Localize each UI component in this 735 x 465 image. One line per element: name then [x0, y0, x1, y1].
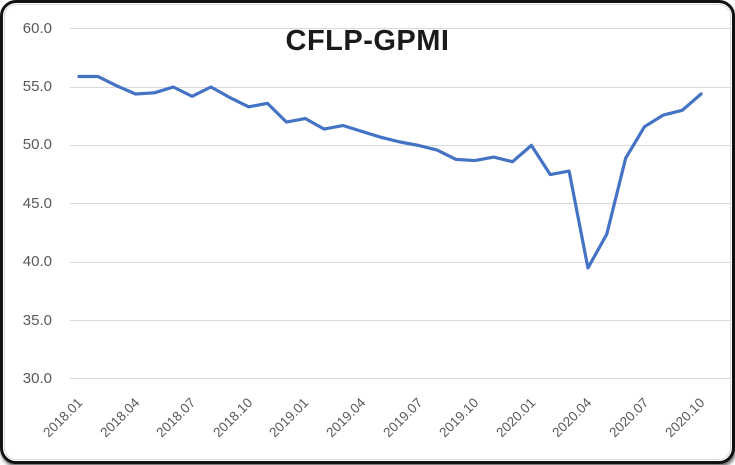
- h-gridline: [70, 28, 731, 30]
- h-gridline: [70, 320, 731, 322]
- h-gridline: [70, 86, 731, 88]
- h-gridline: [70, 261, 731, 263]
- y-tick-label: 60.0: [22, 19, 52, 37]
- h-gridline: [70, 144, 731, 146]
- line-series-svg: [77, 74, 703, 270]
- y-tick-label: 50.0: [22, 136, 52, 154]
- y-tick-label: 35.0: [22, 311, 52, 329]
- y-tick-label: 55.0: [22, 78, 52, 95]
- y-tick-label: 30.0: [22, 369, 52, 387]
- pmi-line-series: [77, 74, 703, 270]
- h-gridline: [70, 203, 731, 205]
- chart-title: CFLP-GPMI: [285, 25, 450, 57]
- y-tick-label: 40.0: [22, 253, 52, 271]
- y-tick-label: 45.0: [22, 194, 52, 212]
- h-gridline: [70, 378, 731, 380]
